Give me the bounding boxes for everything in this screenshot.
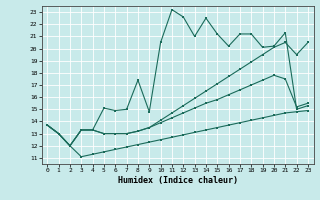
X-axis label: Humidex (Indice chaleur): Humidex (Indice chaleur) <box>118 176 237 185</box>
